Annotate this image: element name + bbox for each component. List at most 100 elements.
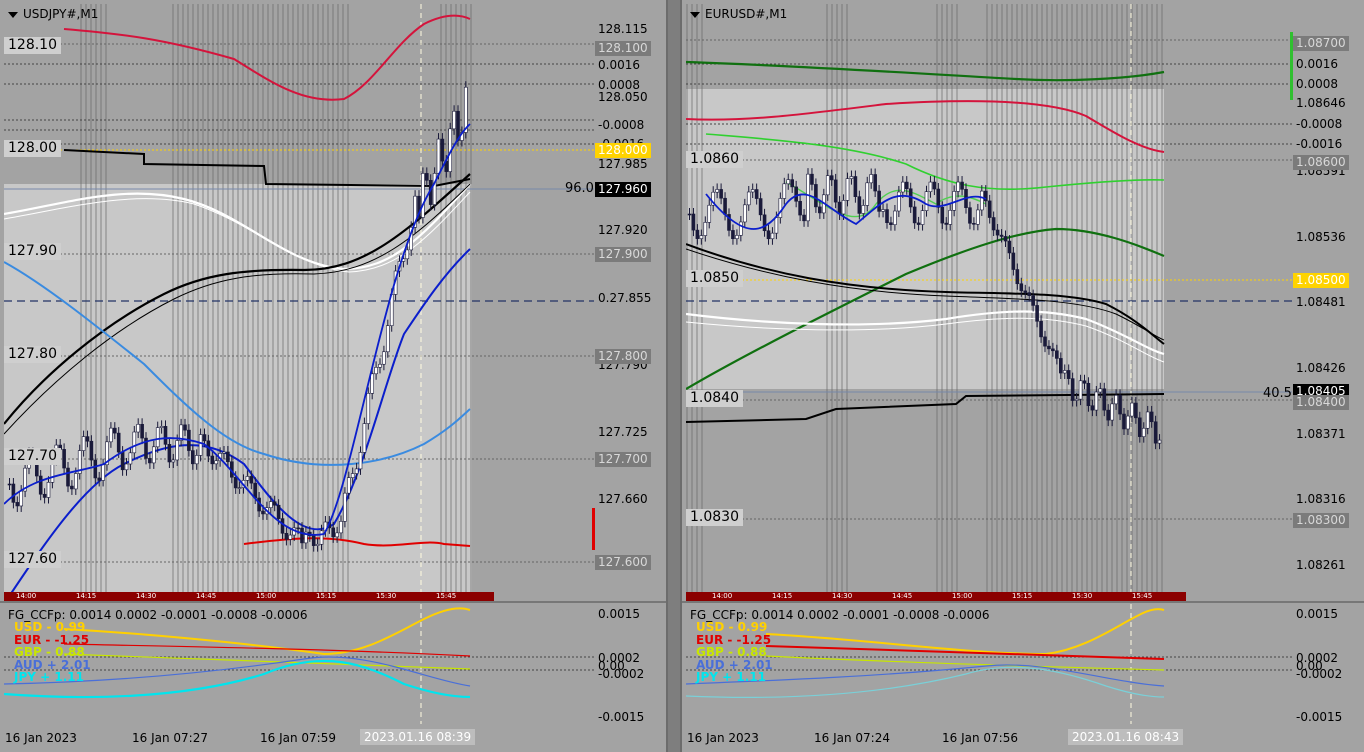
candle-body xyxy=(331,527,336,538)
chart-title[interactable]: USDJPY#,M1 xyxy=(8,7,98,21)
currency-legend: USD - 0.99 EUR - -1.25 GBP - 0.88 AUD + … xyxy=(696,621,773,684)
candle-body xyxy=(924,191,929,211)
candle-body xyxy=(869,174,873,184)
candle-body xyxy=(202,434,207,442)
mini-time-label: 14:15 xyxy=(772,592,793,600)
candle-body xyxy=(362,423,367,453)
candle-body xyxy=(46,482,51,498)
price-tag: 1.08300 xyxy=(1293,513,1349,528)
panel-separator[interactable] xyxy=(682,601,1364,603)
candle-body xyxy=(1149,411,1154,423)
candle-body xyxy=(932,181,937,190)
dropdown-triangle-icon[interactable] xyxy=(690,11,700,18)
candle-body xyxy=(276,504,281,519)
candle-body xyxy=(742,204,747,223)
candle-body xyxy=(191,450,195,465)
ccfp-indicator-plot[interactable] xyxy=(4,604,594,724)
price-tag: 128.100 xyxy=(595,41,651,56)
mini-time-label: 15:15 xyxy=(1012,592,1033,600)
candle-body xyxy=(1003,236,1008,242)
candle-body xyxy=(179,424,183,441)
price-axis-label: 127.725 xyxy=(598,425,648,439)
mini-time-label: 15:00 xyxy=(952,592,973,600)
panel-separator[interactable] xyxy=(0,601,666,603)
candle-body xyxy=(916,222,921,225)
indicator-axis-label: 0.00 xyxy=(598,659,625,673)
candle-body xyxy=(1074,398,1079,401)
candle-body xyxy=(268,501,273,508)
price-axis-label: 0.27.855 xyxy=(598,291,652,305)
mini-time-label: 15:30 xyxy=(376,592,397,600)
candle-body xyxy=(77,450,82,474)
legend-eur: EUR - -1.25 xyxy=(696,632,772,647)
candle-body xyxy=(829,175,834,181)
mini-time-label: 14:30 xyxy=(136,592,157,600)
mini-time-label: 14:30 xyxy=(832,592,853,600)
mini-time-label: 14:00 xyxy=(16,592,37,600)
crosshair-time-label: 2023.01.16 08:43 xyxy=(1068,729,1184,745)
candle-body xyxy=(1137,417,1142,437)
candle-body xyxy=(109,427,113,443)
candle-body xyxy=(960,181,964,190)
price-tag: 1.08400 xyxy=(1293,395,1349,410)
candle-body xyxy=(167,444,172,463)
eurusd-chart-window[interactable]: EURUSD#,M1 14:00 14:15 14:30 14:45 15:00 15:1… xyxy=(680,0,1364,752)
usdjpy-chart-window[interactable]: USDJPY#,M1 14:00 14:15 14:30 14:45 15:00 15:1… xyxy=(0,0,668,752)
candle-body xyxy=(790,179,794,188)
price-axis-label: -0.0016 xyxy=(1296,137,1343,151)
level-label: 127.70 xyxy=(4,448,61,465)
dropdown-triangle-icon[interactable] xyxy=(8,11,18,18)
eurusd-price-plot[interactable] xyxy=(686,4,1292,602)
candle-body xyxy=(754,189,759,199)
candle-body xyxy=(802,214,806,222)
candle-body xyxy=(1130,402,1134,417)
indicator-axis-label: -0.0015 xyxy=(1296,710,1343,724)
price-axis-label: 0.0016 xyxy=(598,58,640,72)
ccfp-indicator-plot[interactable] xyxy=(686,604,1292,724)
level-label: 128.10 xyxy=(4,37,61,54)
candle-body xyxy=(1019,283,1024,292)
candle-body xyxy=(354,468,359,474)
candle-body xyxy=(1039,320,1043,338)
mini-time-label: 15:45 xyxy=(1132,592,1153,600)
candle-body xyxy=(1090,405,1095,411)
legend-gbp: GBP - 0.88 xyxy=(14,645,85,659)
candle-body xyxy=(940,207,945,224)
candle-body xyxy=(113,427,117,434)
mini-time-label: 15:30 xyxy=(1072,592,1093,600)
price-axis-label: 1.08646 xyxy=(1296,96,1346,110)
time-axis-label: 16 Jan 07:56 xyxy=(942,731,1018,745)
candle-body xyxy=(735,235,739,240)
candle-body xyxy=(691,213,696,231)
candle-body xyxy=(1031,295,1035,306)
legend-eur: EUR - -1.25 xyxy=(14,632,90,647)
usdjpy-price-plot[interactable] xyxy=(4,4,594,602)
candle-body xyxy=(766,230,771,240)
chart-title[interactable]: EURUSD#,M1 xyxy=(690,7,787,21)
candle-body xyxy=(786,179,791,185)
candle-body xyxy=(304,531,308,544)
candle-body xyxy=(956,181,960,192)
candle-body xyxy=(101,464,105,481)
window-splitter[interactable] xyxy=(668,0,680,752)
candle-body xyxy=(904,181,909,190)
candle-body xyxy=(806,173,810,222)
candle-body xyxy=(1122,413,1126,430)
candle-body xyxy=(175,440,179,461)
candle-body xyxy=(920,210,925,225)
candle-body xyxy=(11,483,16,503)
candle-body xyxy=(746,191,751,206)
legend-aud: AUD + 2.01 xyxy=(14,657,91,672)
candle-body xyxy=(319,530,324,545)
candle-body xyxy=(417,195,421,218)
candle-body xyxy=(798,200,802,216)
legend-aud: AUD + 2.01 xyxy=(696,657,773,672)
candle-body xyxy=(120,451,125,471)
candle-body xyxy=(877,190,881,212)
candle-body xyxy=(999,234,1004,237)
candle-body xyxy=(374,367,378,375)
candle-body xyxy=(171,459,176,463)
candle-body xyxy=(849,176,854,179)
time-axis-label: 16 Jan 2023 xyxy=(5,731,77,745)
candle-body xyxy=(983,190,988,202)
